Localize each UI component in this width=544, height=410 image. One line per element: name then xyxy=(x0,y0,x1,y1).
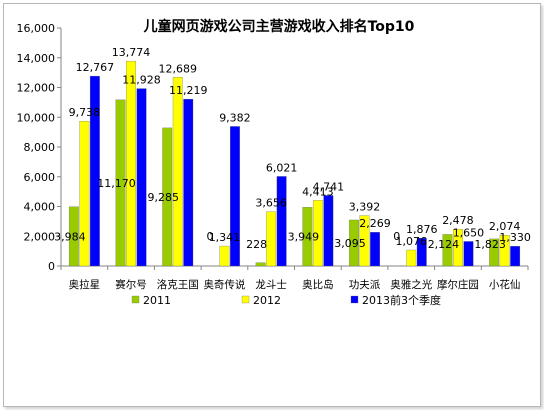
data-label: 1,341 xyxy=(209,231,241,244)
x-tick-label: 赛尔号 xyxy=(115,278,147,291)
data-label: 2,074 xyxy=(489,220,521,233)
data-label: 1,823 xyxy=(474,238,506,251)
data-label: 4,413 xyxy=(302,185,334,198)
data-label: 3,095 xyxy=(334,237,366,250)
chart-title: 儿童网页游戏公司主营游戏收入排名Top10 xyxy=(143,18,415,35)
x-tick-label: 洛克王国 xyxy=(157,278,199,291)
data-labels: 3,984 11,170 9,285 0 228 3,949 3,095 0 2,124 1,82… xyxy=(54,46,531,251)
data-label: 3,949 xyxy=(288,231,320,244)
data-label: 9,382 xyxy=(219,111,251,124)
data-label: 13,774 xyxy=(112,46,151,59)
bar xyxy=(172,77,183,267)
y-tick-label: 6,000 xyxy=(24,171,56,184)
y-tick-label: 10,000 xyxy=(17,111,56,124)
data-label: 12,767 xyxy=(76,61,115,74)
bar xyxy=(126,60,136,267)
legend: 2011 2012 2013前3个季度 xyxy=(131,293,441,307)
bar xyxy=(453,228,463,267)
x-tick-label: 奥比岛 xyxy=(302,278,334,291)
data-label: 1,076 xyxy=(396,235,428,248)
axes: 0 2,000 4,000 6,000 8,000 10,000 12,000 14,000 1… xyxy=(17,22,529,291)
bar xyxy=(136,88,147,267)
data-label: 0 xyxy=(393,230,400,243)
data-label: 11,928 xyxy=(122,74,161,87)
data-label: 1,650 xyxy=(453,226,485,239)
bar xyxy=(370,232,380,267)
data-label: 2,269 xyxy=(359,217,391,230)
bar xyxy=(489,238,500,267)
bar xyxy=(219,245,230,267)
data-label: 1,876 xyxy=(406,223,438,236)
data-label: 1,330 xyxy=(499,231,531,244)
bar xyxy=(359,215,370,267)
bar xyxy=(68,206,79,267)
bar-chart: 儿童网页游戏公司主营游戏收入排名Top10 0 2,000 4,000 6,000 8,… xyxy=(17,18,531,307)
y-tick-label: 14,000 xyxy=(17,52,56,65)
bar xyxy=(312,200,323,267)
x-tick-label: 功夫派 xyxy=(349,279,381,291)
bar xyxy=(255,262,266,267)
bar xyxy=(510,246,521,267)
y-tick-label: 4,000 xyxy=(24,201,56,214)
x-tick-label: 小花仙 xyxy=(489,278,521,291)
legend-swatch xyxy=(350,295,359,304)
y-tick-label: 16,000 xyxy=(17,22,56,35)
y-tick-label: 8,000 xyxy=(24,141,56,154)
data-label: 3,392 xyxy=(349,201,381,214)
data-label: 6,021 xyxy=(266,161,298,174)
legend-label: 2012 xyxy=(253,294,281,307)
bar xyxy=(442,234,453,267)
data-label: 3,984 xyxy=(54,230,86,243)
bar xyxy=(349,219,359,267)
data-label: 228 xyxy=(246,238,267,251)
bar xyxy=(230,126,240,267)
y-tick-label: 2,000 xyxy=(24,230,56,243)
bar xyxy=(79,120,90,267)
x-tick-label: 龙斗士 xyxy=(255,278,287,291)
bar xyxy=(115,99,126,267)
data-label: 11,170 xyxy=(97,177,136,190)
legend-label: 2011 xyxy=(143,294,171,307)
bar xyxy=(323,195,334,267)
chart-frame: 儿童网页游戏公司主营游戏收入排名Top10 0 2,000 4,000 6,000 8,… xyxy=(3,3,541,407)
data-label: 3,656 xyxy=(255,197,287,210)
x-tick-label: 摩尔庄园 xyxy=(437,278,479,291)
legend-swatch xyxy=(131,295,140,304)
legend-label: 2013前3个季度 xyxy=(362,293,441,307)
x-tick-label: 奥奇传说 xyxy=(203,278,245,291)
data-label: 2,124 xyxy=(428,238,460,251)
y-tick-label: 0 xyxy=(48,260,55,273)
bar xyxy=(416,237,427,267)
data-label: 2,478 xyxy=(442,214,474,227)
bar xyxy=(162,127,173,267)
y-tick-label: 12,000 xyxy=(17,82,56,95)
bar xyxy=(183,98,194,267)
data-label: 9,738 xyxy=(69,106,101,119)
data-label: 9,285 xyxy=(148,191,180,204)
data-label: 12,689 xyxy=(159,62,198,75)
bars xyxy=(68,60,521,267)
bar xyxy=(406,249,417,267)
bar xyxy=(276,176,287,267)
bar xyxy=(266,211,277,267)
x-tick-label: 奥雅之光 xyxy=(390,278,432,291)
bar xyxy=(463,241,474,267)
data-label: 0 xyxy=(206,230,213,243)
bar xyxy=(89,75,100,267)
x-tick-label: 奥拉星 xyxy=(69,278,101,291)
bar xyxy=(499,234,510,267)
data-label: 4,741 xyxy=(313,180,345,193)
data-label: 11,219 xyxy=(169,84,208,97)
bar xyxy=(302,207,313,267)
legend-swatch xyxy=(241,295,250,304)
